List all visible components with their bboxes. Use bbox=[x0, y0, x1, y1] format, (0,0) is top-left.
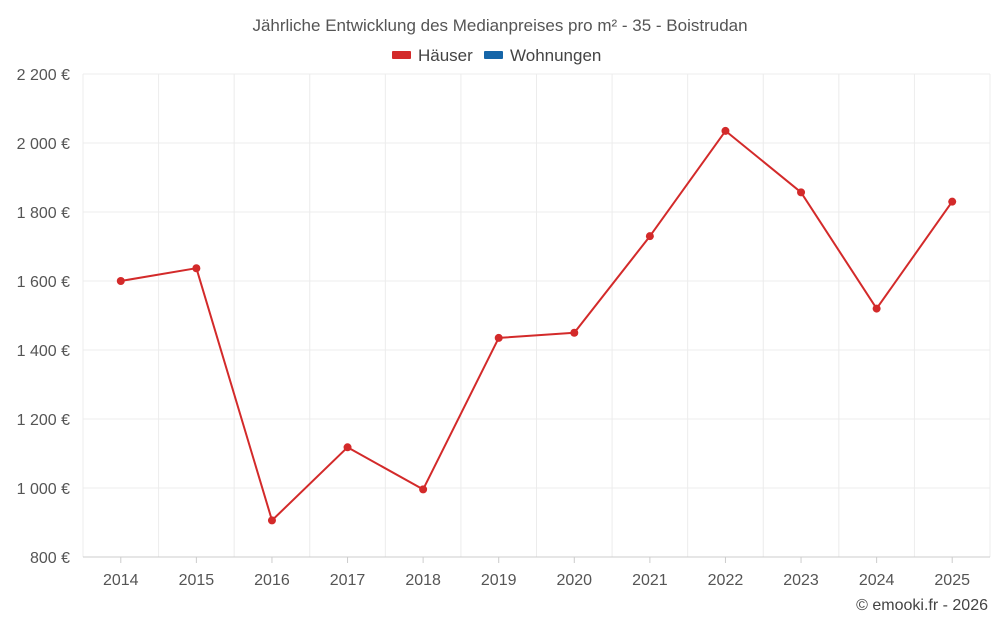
x-tick-label: 2019 bbox=[481, 572, 517, 589]
legend-item-wohnungen[interactable]: Wohnungen bbox=[484, 46, 601, 65]
y-axis: 800 € 1 000 € 1 200 € 1 400 € 1 600 € 1 800 €… bbox=[17, 67, 70, 567]
x-tick-label: 2015 bbox=[179, 572, 215, 589]
x-tick-label: 2016 bbox=[254, 572, 290, 589]
y-tick-label: 1 600 € bbox=[17, 274, 70, 291]
data-point-2022[interactable] bbox=[721, 126, 730, 135]
y-tick-label: 1 000 € bbox=[17, 481, 70, 498]
x-tick-label: 2024 bbox=[859, 572, 895, 589]
y-tick-label: 1 200 € bbox=[17, 412, 70, 429]
legend-item-hauser[interactable]: Häuser bbox=[392, 46, 473, 65]
data-point-2017[interactable] bbox=[343, 443, 352, 452]
y-tick-label: 1 800 € bbox=[17, 205, 70, 222]
x-tick-label: 2014 bbox=[103, 572, 139, 589]
legend-swatch-hauser bbox=[392, 51, 411, 59]
y-tick-label: 2 000 € bbox=[17, 136, 70, 153]
legend: Häuser Wohnungen bbox=[392, 46, 601, 65]
series-line-hauser bbox=[120, 129, 954, 522]
data-point-2019[interactable] bbox=[494, 333, 503, 342]
x-tick-label: 2017 bbox=[330, 572, 366, 589]
y-tick-label: 800 € bbox=[30, 550, 70, 567]
x-tick-label: 2023 bbox=[783, 572, 819, 589]
data-point-2014[interactable] bbox=[116, 277, 125, 285]
x-tick-label: 2021 bbox=[632, 572, 668, 589]
data-point-2020[interactable] bbox=[570, 328, 579, 337]
legend-label-wohnungen: Wohnungen bbox=[510, 46, 601, 65]
credit-text: © emooki.fr - 2026 bbox=[856, 597, 988, 614]
y-tick-label: 1 400 € bbox=[17, 343, 70, 360]
x-tick-label: 2025 bbox=[934, 572, 970, 589]
x-tick-label: 2022 bbox=[708, 572, 744, 589]
x-tick-label: 2018 bbox=[405, 572, 441, 589]
x-tick-label: 2020 bbox=[556, 572, 592, 589]
data-point-2021[interactable] bbox=[645, 232, 654, 241]
data-point-2015[interactable] bbox=[192, 264, 201, 273]
y-tick-label: 2 200 € bbox=[17, 67, 70, 84]
legend-swatch-wohnungen bbox=[484, 51, 503, 59]
data-point-2025[interactable] bbox=[948, 197, 957, 206]
legend-label-hauser: Häuser bbox=[418, 46, 473, 65]
x-axis: 2014 2015 2016 2017 2018 2019 2020 2021 2022 2023… bbox=[83, 556, 990, 589]
data-point-2023[interactable] bbox=[797, 188, 806, 197]
chart-title: Jährliche Entwicklung des Medianpreises … bbox=[252, 16, 747, 35]
data-point-2018[interactable] bbox=[419, 485, 428, 494]
grid bbox=[82, 73, 991, 558]
series-hauser bbox=[116, 126, 957, 525]
data-point-2024[interactable] bbox=[872, 304, 881, 313]
data-point-2016[interactable] bbox=[267, 516, 276, 525]
